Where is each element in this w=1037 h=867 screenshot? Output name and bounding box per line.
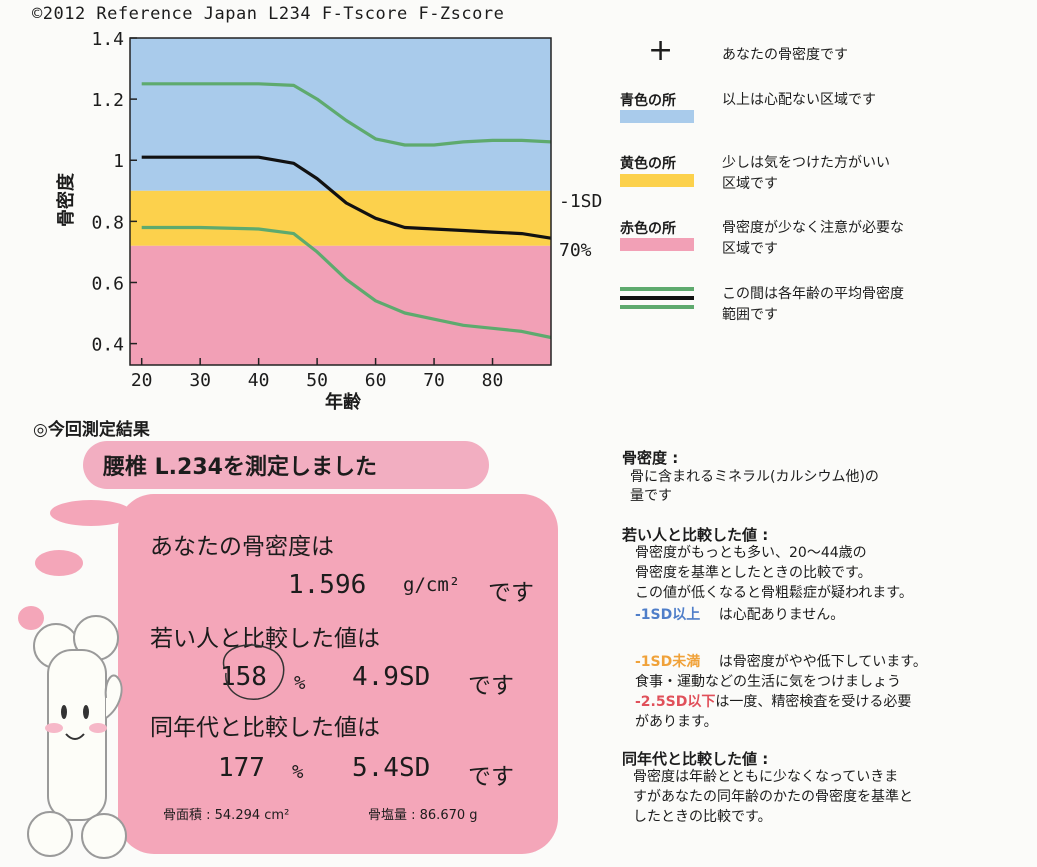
y-axis-label: 骨密度 xyxy=(55,172,77,227)
series-line-0 xyxy=(141,82,552,147)
y-tick-label: 1 xyxy=(113,151,124,172)
legend-yellow-desc-1: 少しは気をつけた方がいい xyxy=(722,155,890,171)
legend-blue-swatch xyxy=(620,110,694,123)
x-tick-label: 80 xyxy=(482,370,504,391)
bmd-desu: です xyxy=(488,580,534,606)
plus-symbol-icon: + xyxy=(648,33,674,68)
bone-density-chart: 0.40.60.811.21.4 20 30 40 50 60 70 80 -1SD70% … xyxy=(55,29,602,413)
decor-bubble xyxy=(35,550,83,576)
legend-lines-desc-1: この間は各年齢の平均骨密度 xyxy=(722,286,904,302)
age-percent-sign: % xyxy=(292,761,304,783)
legend-red-desc-2: 区域です xyxy=(722,241,778,257)
legend-red-swatch xyxy=(620,238,694,251)
note-red-tag: -2.5SD以下 xyxy=(635,694,716,710)
x-tick-label: 60 xyxy=(365,370,387,391)
y-tick-label: 0.4 xyxy=(91,335,124,356)
copyright-text: ©2012 Reference Japan L234 F-Tscore F-Zs… xyxy=(32,4,505,24)
results-heading: ◎今回測定結果 xyxy=(33,420,150,440)
note-age-head: 同年代と比較した値 : xyxy=(622,750,769,768)
y-tick-label: 1.2 xyxy=(91,90,124,111)
legend-plus-desc: あなたの骨密度です xyxy=(722,47,848,63)
young-percent: 158 xyxy=(220,662,267,692)
note-young-head: 若い人と比較した値 : xyxy=(622,526,769,544)
y-tick-label: 0.6 xyxy=(91,273,124,294)
young-sd: 4.9SD xyxy=(352,662,431,692)
bone-mascot-icon xyxy=(27,615,127,859)
young-desu: です xyxy=(468,673,514,699)
bmd-value: 1.596 xyxy=(288,570,367,600)
note-bmd-head: 骨密度 : xyxy=(622,449,679,467)
series-line-2 xyxy=(141,225,552,340)
y-axis-ticks: 0.4 0.6 0.8 1 1.2 1.4 xyxy=(91,29,137,356)
x-tick-label: 30 xyxy=(189,370,211,391)
young-percent-sign: % xyxy=(294,672,306,694)
side-labels: -1SD 70% xyxy=(559,191,602,261)
note-age-body-2: すがあなたの同年齢のかたの骨密度を基準と xyxy=(633,789,913,805)
legend-red-label: 赤色の所 xyxy=(620,221,676,237)
age-percent: 177 xyxy=(218,753,265,783)
x-tick-label: 40 xyxy=(248,370,270,391)
note-red-row: -2.5SD以下は一度、精密検査を受ける必要 xyxy=(635,693,911,712)
bmd-unit: g/cm² xyxy=(403,574,461,596)
note-orange-row: -1SD未満 は骨密度がやや低下しています。 xyxy=(635,653,927,672)
note-age-body-1: 骨密度は年齢とともに少なくなっていきま xyxy=(633,769,899,785)
chart-bands xyxy=(130,38,551,365)
bone-area: 骨面積 : 54.294 cm² xyxy=(163,808,290,823)
note-age-body-3: したときの比較です。 xyxy=(633,809,772,825)
decor-bubble xyxy=(18,606,44,630)
site-pill xyxy=(83,441,489,489)
x-tick-label: 50 xyxy=(306,370,328,391)
legend-blue-label: 青色の所 xyxy=(620,93,676,109)
measurement-site: 腰椎 L.234を測定しました xyxy=(103,455,377,480)
legend-lines-icon xyxy=(620,287,694,309)
legend-yellow-swatch xyxy=(620,174,694,187)
series-line-1 xyxy=(141,155,552,240)
chart-band-2 xyxy=(130,245,551,365)
x-axis-ticks: 20 30 40 50 60 70 80 xyxy=(131,358,504,391)
x-tick-label: 20 xyxy=(131,370,153,391)
age-desu: です xyxy=(468,764,514,790)
note-bmd-body-2: 量です xyxy=(630,488,672,504)
legend-yellow-label: 黄色の所 xyxy=(620,156,676,172)
note-bmd-body-1: 骨に含まれるミネラル(カルシウム他)の xyxy=(630,469,879,485)
note-blue-tag: -1SD以上 xyxy=(635,607,701,623)
side-label: 70% xyxy=(559,240,592,261)
note-young-body-1: 骨密度がもっとも多い、20〜44歳の xyxy=(635,545,867,561)
side-label: -1SD xyxy=(559,191,602,212)
y-tick-label: 0.8 xyxy=(91,212,124,233)
legend-blue-desc: 以上は心配ない区域です xyxy=(722,92,876,108)
age-compare-intro: 同年代と比較した値は xyxy=(150,715,380,741)
legend-yellow-desc-2: 区域です xyxy=(722,176,778,192)
chart-series xyxy=(141,82,552,340)
hand-drawn-circle xyxy=(222,644,285,700)
bone-mineral-content: 骨塩量 : 86.670 g xyxy=(368,808,478,823)
note-young-body-2: 骨密度を基準としたときの比較です。 xyxy=(635,565,872,581)
legend-lines-desc-2: 範囲です xyxy=(722,307,778,323)
note-blue-row: -1SD以上 は心配ありません。 xyxy=(635,606,844,625)
plot-frame xyxy=(129,37,552,366)
age-sd: 5.4SD xyxy=(352,753,431,783)
x-tick-label: 70 xyxy=(423,370,445,391)
note-red-text: は一度、精密検査を受ける必要 xyxy=(715,694,912,710)
note-red-body-2: があります。 xyxy=(635,714,718,730)
legend-red-desc-1: 骨密度が少なく注意が必要な xyxy=(722,220,904,236)
note-young-body-3: この値が低くなると骨粗鬆症が疑われます。 xyxy=(635,585,913,601)
y-tick-label: 1.4 xyxy=(91,29,124,50)
x-axis-label: 年齢 xyxy=(325,391,362,413)
note-orange-tag: -1SD未満 xyxy=(635,654,701,670)
bmd-intro: あなたの骨密度は xyxy=(150,534,334,560)
result-box xyxy=(118,494,558,854)
note-orange-body-2: 食事・運動などの生活に気をつけましょう xyxy=(635,674,901,690)
note-blue-text: は心配ありません。 xyxy=(718,607,845,623)
note-orange-text: は骨密度がやや低下しています。 xyxy=(718,654,927,670)
